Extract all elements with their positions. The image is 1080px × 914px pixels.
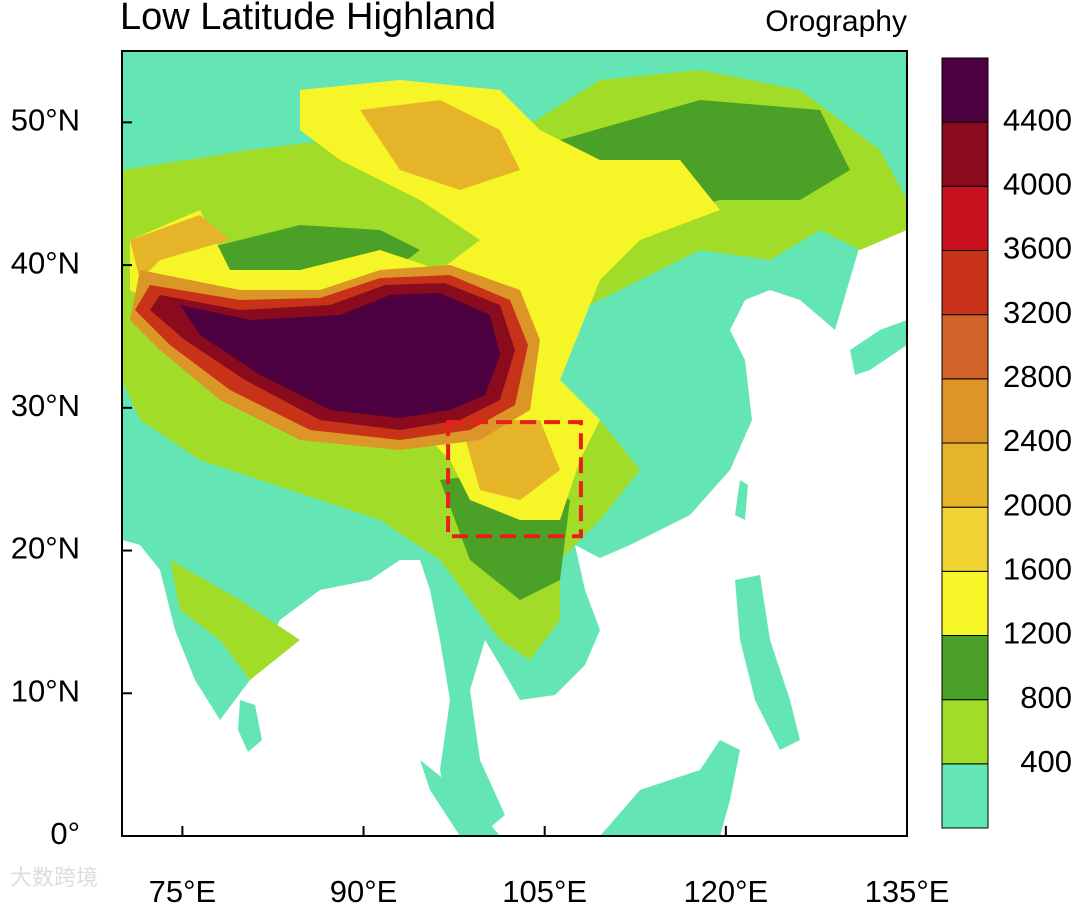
y-tick-label: 0° [50, 816, 80, 851]
colorbar-label: 400 [1020, 744, 1072, 779]
colorbar-box [941, 635, 989, 701]
colorbar-box [941, 121, 989, 187]
colorbar-box [941, 506, 989, 572]
colorbar-label: 800 [1020, 680, 1072, 715]
colorbar: 400 800 1200 1600 2000 2400 2800 3200 3600 4000 44… [941, 57, 1072, 829]
colorbar-box [941, 570, 989, 636]
colorbar-label: 3200 [1003, 295, 1072, 330]
y-tick-label: 40°N [11, 245, 80, 280]
title: Low Latitude Highland [120, 0, 496, 38]
y-tick-label: 10°N [11, 673, 80, 708]
x-tick-label: 135°E [865, 874, 950, 909]
colorbar-label: 3600 [1003, 231, 1072, 266]
colorbar-label: 4000 [1003, 167, 1072, 202]
colorbar-box [941, 763, 989, 829]
colorbar-label: 1200 [1003, 616, 1072, 651]
colorbar-label: 2400 [1003, 423, 1072, 458]
watermark: 大数跨境 [10, 865, 98, 890]
colorbar-box [941, 699, 989, 765]
x-tick-label: 105°E [502, 874, 587, 909]
colorbar-box [941, 250, 989, 316]
colorbar-label: 2000 [1003, 487, 1072, 522]
map-frame [121, 50, 908, 837]
y-tick-label: 20°N [11, 531, 80, 566]
colorbar-label: 4400 [1003, 102, 1072, 137]
colorbar-box [941, 378, 989, 444]
colorbar-box [941, 185, 989, 251]
x-tick-label: 75°E [149, 874, 217, 909]
colorbar-box [941, 314, 989, 380]
colorbar-label: 2800 [1003, 359, 1072, 394]
y-tick-label: 30°N [11, 388, 80, 423]
x-tick-label: 90°E [330, 874, 398, 909]
subtitle: Orography [765, 5, 907, 38]
colorbar-box [941, 57, 989, 123]
colorbar-box [941, 442, 989, 508]
axes: 75°E 90°E 105°E 120°E 135°E 0° 10°N 20°N 30°N 40°… [11, 103, 950, 910]
y-tick-label: 50°N [11, 103, 80, 138]
terrain [122, 51, 907, 836]
region-box [446, 420, 583, 539]
x-tick-label: 120°E [683, 874, 768, 909]
colorbar-label: 1600 [1003, 552, 1072, 587]
